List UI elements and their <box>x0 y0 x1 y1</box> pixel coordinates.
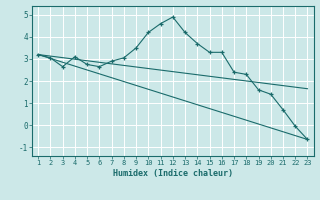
X-axis label: Humidex (Indice chaleur): Humidex (Indice chaleur) <box>113 169 233 178</box>
